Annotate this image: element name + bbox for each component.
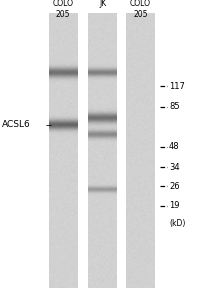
Text: ACSL6: ACSL6 [2, 120, 31, 129]
Text: COLO: COLO [130, 0, 151, 8]
Text: (kD): (kD) [169, 219, 185, 228]
Text: 19: 19 [169, 201, 180, 210]
Text: --: -- [45, 120, 52, 130]
Text: JK: JK [99, 0, 106, 8]
Text: 205: 205 [56, 10, 70, 19]
Text: 26: 26 [169, 182, 180, 191]
Text: 85: 85 [169, 102, 180, 111]
Text: 205: 205 [133, 10, 148, 19]
Text: 48: 48 [169, 142, 180, 151]
Text: 117: 117 [169, 82, 185, 91]
Text: 34: 34 [169, 163, 180, 172]
Text: COLO: COLO [52, 0, 74, 8]
